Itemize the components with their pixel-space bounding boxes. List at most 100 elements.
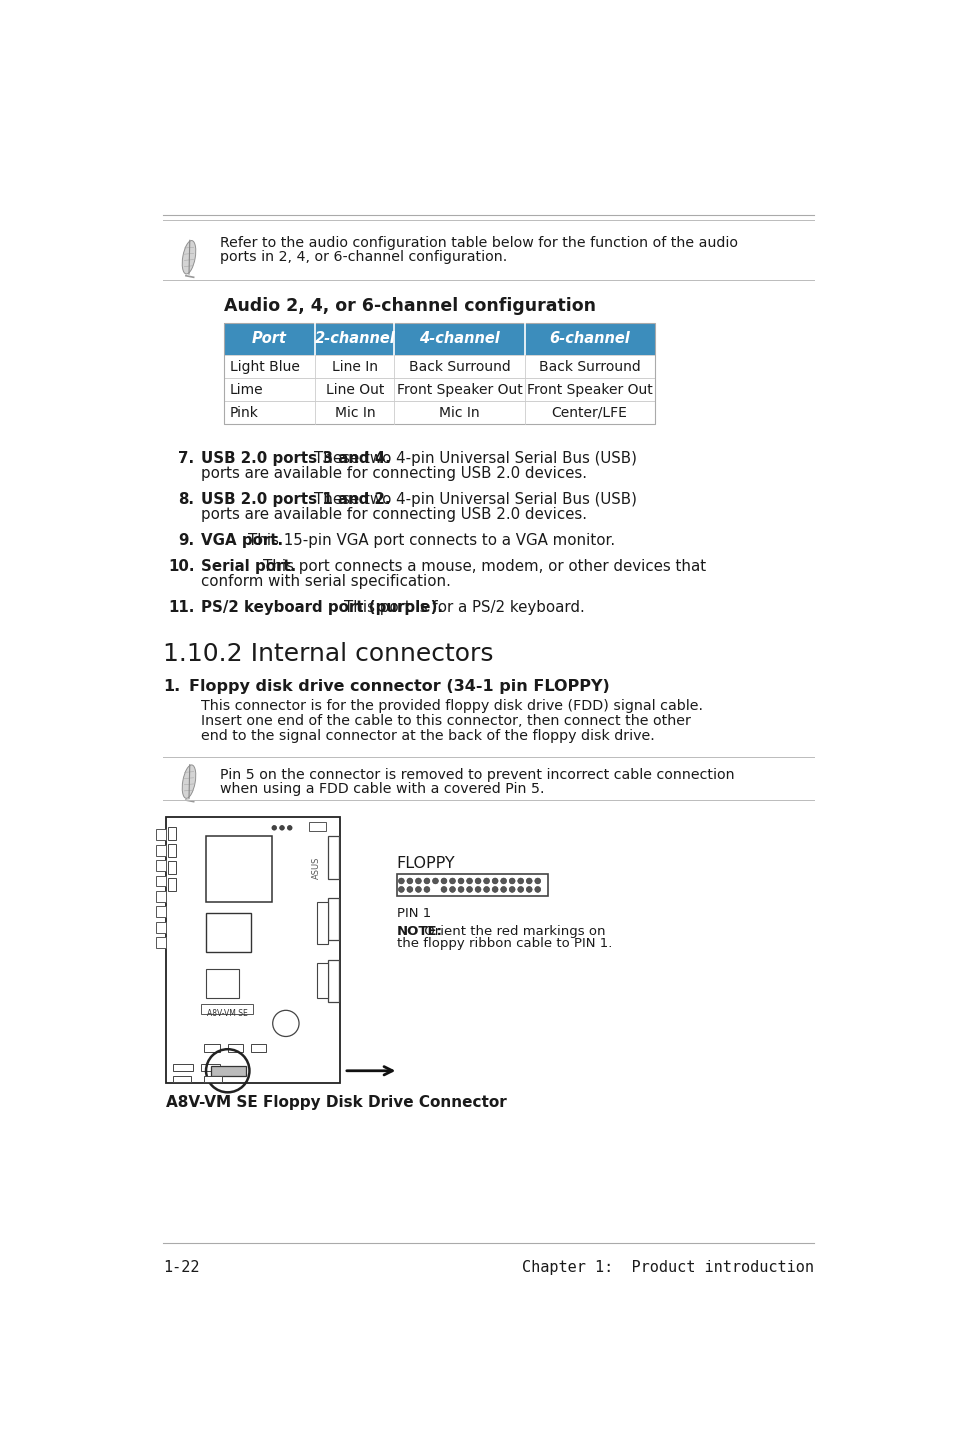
Bar	[168, 827, 175, 840]
Circle shape	[526, 886, 532, 893]
Bar	[224, 355, 654, 378]
Text: Pink: Pink	[230, 406, 258, 420]
Bar	[309, 821, 326, 831]
Bar	[168, 861, 175, 874]
Text: FLOPPY: FLOPPY	[396, 856, 455, 870]
Text: USB 2.0 ports 3 and 4.: USB 2.0 ports 3 and 4.	[200, 452, 390, 466]
Bar	[228, 1044, 243, 1053]
Text: This port is for a PS/2 keyboard.: This port is for a PS/2 keyboard.	[344, 600, 584, 614]
Bar	[156, 892, 166, 902]
Bar	[156, 906, 166, 917]
Circle shape	[500, 879, 506, 884]
Text: Pin 5 on the connector is removed to prevent incorrect cable connection: Pin 5 on the connector is removed to pre…	[220, 768, 734, 782]
Text: Mic In: Mic In	[438, 406, 479, 420]
Text: Light Blue: Light Blue	[230, 360, 299, 374]
Circle shape	[475, 879, 480, 884]
Bar	[251, 1044, 266, 1053]
Bar	[224, 322, 654, 355]
Circle shape	[440, 879, 446, 884]
Circle shape	[483, 886, 489, 893]
Bar	[396, 874, 547, 896]
Bar	[173, 1076, 191, 1081]
Bar	[168, 877, 175, 892]
Text: Insert one end of the cable to this connector, then connect the other: Insert one end of the cable to this conn…	[200, 713, 690, 728]
Text: This connector is for the provided floppy disk drive (FDD) signal cable.: This connector is for the provided flopp…	[200, 699, 702, 713]
Circle shape	[449, 886, 455, 893]
Bar	[224, 378, 654, 401]
Circle shape	[535, 886, 540, 893]
Bar	[316, 963, 328, 998]
Circle shape	[407, 879, 413, 884]
Text: NOTE:: NOTE:	[396, 925, 442, 938]
Circle shape	[466, 886, 472, 893]
Bar	[156, 844, 166, 856]
Text: the floppy ribbon cable to PIN 1.: the floppy ribbon cable to PIN 1.	[396, 938, 612, 951]
Circle shape	[535, 879, 540, 884]
Text: end to the signal connector at the back of the floppy disk drive.: end to the signal connector at the back …	[200, 729, 654, 742]
Text: A8V-VM SE: A8V-VM SE	[207, 1009, 247, 1018]
Circle shape	[273, 1011, 298, 1037]
Text: 6-channel: 6-channel	[549, 331, 629, 347]
Circle shape	[398, 879, 404, 884]
Circle shape	[475, 886, 480, 893]
Bar	[200, 1064, 220, 1071]
Text: Front Speaker Out: Front Speaker Out	[396, 383, 522, 397]
Text: ports are available for connecting USB 2.0 devices.: ports are available for connecting USB 2…	[200, 466, 586, 482]
Bar	[224, 401, 654, 424]
Text: 11.: 11.	[168, 600, 194, 614]
Text: ports are available for connecting USB 2.0 devices.: ports are available for connecting USB 2…	[200, 508, 586, 522]
Text: Back Surround: Back Surround	[408, 360, 510, 374]
Circle shape	[509, 879, 515, 884]
Bar	[156, 876, 166, 886]
Circle shape	[440, 886, 446, 893]
Text: Line In: Line In	[332, 360, 377, 374]
Bar	[206, 913, 251, 952]
Circle shape	[287, 825, 292, 830]
Text: Floppy disk drive connector (34-1 pin FLOPPY): Floppy disk drive connector (34-1 pin FL…	[189, 679, 609, 695]
Bar	[316, 902, 328, 945]
Text: 10.: 10.	[168, 559, 194, 574]
Text: Chapter 1:  Product introduction: Chapter 1: Product introduction	[522, 1260, 814, 1276]
Circle shape	[457, 879, 463, 884]
Text: Lime: Lime	[230, 383, 263, 397]
Bar	[200, 1004, 253, 1014]
Circle shape	[509, 886, 515, 893]
Text: Front Speaker Out: Front Speaker Out	[526, 383, 652, 397]
Bar	[328, 959, 339, 1002]
Circle shape	[449, 879, 455, 884]
Bar	[156, 938, 166, 948]
Circle shape	[483, 879, 489, 884]
Text: 1.10.2 Internal connectors: 1.10.2 Internal connectors	[163, 643, 494, 666]
Circle shape	[279, 825, 284, 830]
Bar	[204, 1044, 220, 1053]
Text: conform with serial specification.: conform with serial specification.	[200, 574, 450, 588]
Text: Orient the red markings on: Orient the red markings on	[419, 925, 605, 938]
Circle shape	[500, 886, 506, 893]
Bar	[211, 1066, 245, 1076]
Text: 8.: 8.	[178, 492, 194, 508]
Text: Refer to the audio configuration table below for the function of the audio: Refer to the audio configuration table b…	[220, 236, 738, 250]
Bar	[224, 322, 654, 424]
Circle shape	[272, 825, 276, 830]
Text: Port: Port	[252, 331, 287, 347]
Text: Mic In: Mic In	[335, 406, 375, 420]
Text: These two 4-pin Universal Serial Bus (USB): These two 4-pin Universal Serial Bus (US…	[314, 452, 636, 466]
Bar	[156, 830, 166, 840]
Circle shape	[466, 879, 472, 884]
Text: PIN 1: PIN 1	[396, 907, 431, 920]
Circle shape	[398, 886, 404, 893]
Text: This 15-pin VGA port connects to a VGA monitor.: This 15-pin VGA port connects to a VGA m…	[248, 533, 615, 548]
Circle shape	[423, 886, 430, 893]
Text: A8V-VM SE Floppy Disk Drive Connector: A8V-VM SE Floppy Disk Drive Connector	[166, 1094, 506, 1110]
Text: ASUS: ASUS	[312, 856, 321, 879]
Text: Line Out: Line Out	[325, 383, 384, 397]
Circle shape	[423, 879, 430, 884]
Bar	[156, 922, 166, 933]
Circle shape	[415, 879, 421, 884]
Text: 1-22: 1-22	[163, 1260, 200, 1276]
Text: Back Surround: Back Surround	[538, 360, 639, 374]
Text: PS/2 keyboard port (purple).: PS/2 keyboard port (purple).	[200, 600, 442, 614]
Text: Serial port.: Serial port.	[200, 559, 295, 574]
Bar	[206, 969, 238, 998]
Circle shape	[415, 886, 421, 893]
